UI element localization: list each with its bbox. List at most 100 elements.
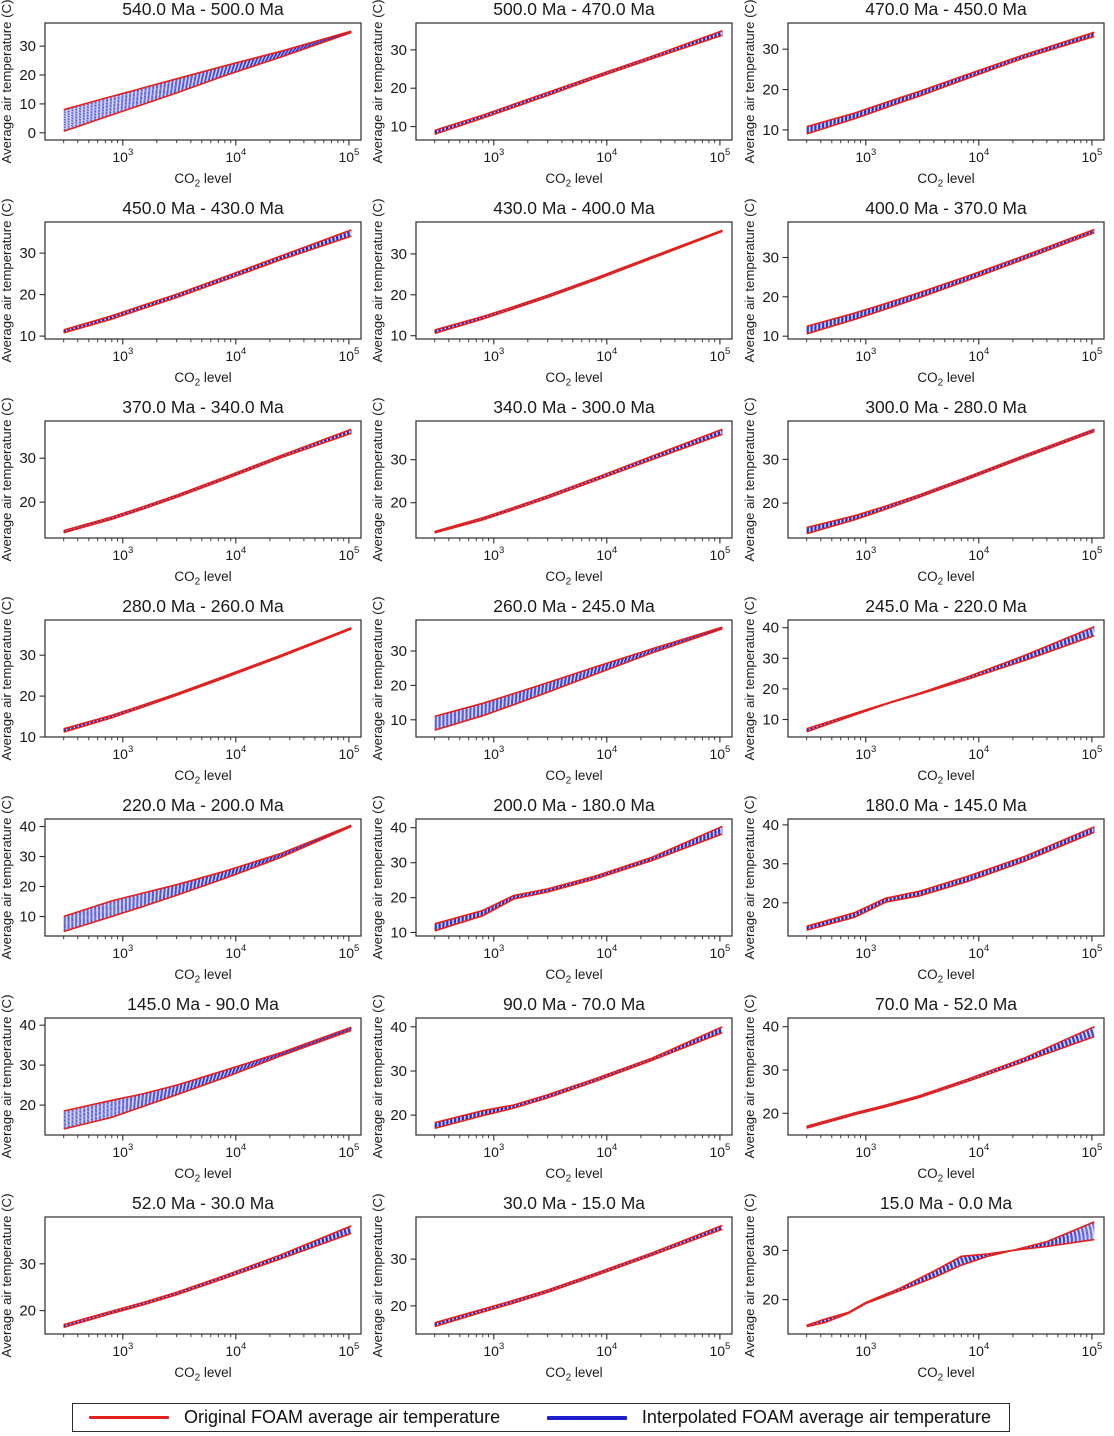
x-axis-label: CO2 level [174, 370, 231, 389]
subplot: 20 30 103 104 105 300.0 Ma - 280.0 Ma CO2 leve… [743, 398, 1114, 597]
original-line [434, 229, 723, 331]
y-axis-label: Average air temperature (C) [0, 0, 14, 163]
interpolated-line [63, 1027, 352, 1118]
original-line [63, 825, 352, 933]
original-line [63, 229, 352, 331]
x-tick-label: 104 [968, 346, 989, 364]
legend-label-interpolated: Interpolated FOAM average air temperatur… [641, 1407, 991, 1427]
x-axis-label: CO2 level [917, 569, 974, 588]
y-tick-label: 10 [19, 96, 36, 113]
y-tick-label: 20 [391, 495, 408, 512]
interpolated-line [806, 826, 1095, 928]
x-tick-label: 105 [710, 147, 731, 165]
original-line [434, 1026, 723, 1124]
y-axis-label: Average air temperature (C) [0, 398, 14, 561]
x-tick-label: 104 [597, 346, 618, 364]
subplot: 10 20 30 103 104 105 260.0 Ma - 245.0 Ma CO2 le… [371, 597, 742, 796]
interpolated-line [434, 1028, 723, 1126]
y-tick-label: 20 [762, 1105, 779, 1122]
axes-box [44, 22, 362, 141]
y-tick-label: 20 [762, 82, 779, 99]
x-tick-label: 104 [968, 943, 989, 961]
y-tick-label: 20 [19, 688, 36, 705]
original-line [806, 634, 1095, 733]
y-axis-label: Average air temperature (C) [743, 199, 757, 362]
subplot: 20 30 40 103 104 105 70.0 Ma - 52.0 Ma CO2 leve… [743, 995, 1114, 1194]
x-tick-label: 105 [338, 545, 359, 563]
x-tick-label: 103 [112, 147, 133, 165]
interpolated-line [63, 825, 352, 921]
x-tick-label: 103 [484, 1142, 505, 1160]
x-tick-label: 103 [855, 943, 876, 961]
subplot-canvas: 20 30 103 104 105 300.0 Ma - 280.0 Ma CO2 leve… [743, 398, 1105, 588]
x-tick-label: 104 [597, 744, 618, 762]
interpolated-line [806, 828, 1095, 929]
x-axis-label: CO2 level [174, 171, 231, 190]
original-line [434, 433, 723, 534]
axes-box [415, 1216, 733, 1335]
x-tick-label: 104 [225, 147, 246, 165]
x-tick-label: 103 [855, 744, 876, 762]
interpolated-line [434, 429, 723, 533]
y-tick-label: 30 [391, 246, 408, 263]
x-tick-label: 103 [484, 744, 505, 762]
subplot-canvas: 10 20 30 40 103 104 105 245.0 Ma - 220.0 Ma CO2 … [743, 597, 1105, 787]
original-line [434, 626, 723, 718]
y-tick-label: 30 [19, 38, 36, 55]
y-tick-label: 30 [762, 250, 779, 267]
subplot: 10 20 30 103 104 105 280.0 Ma - 260.0 Ma CO2 le… [0, 597, 371, 796]
x-tick-label: 103 [112, 744, 133, 762]
interpolated-line [434, 1029, 723, 1126]
interpolated-line [63, 31, 352, 119]
x-tick-label: 105 [1081, 744, 1102, 762]
original-line [63, 432, 352, 534]
y-tick-label: 20 [19, 1303, 36, 1320]
y-tick-label: 30 [391, 452, 408, 469]
y-axis-label: Average air temperature (C) [0, 796, 14, 959]
x-axis-label: CO2 level [917, 768, 974, 787]
subplot: 10 20 30 103 104 105 430.0 Ma - 400.0 Ma CO2 le… [371, 199, 742, 398]
subplot-canvas: 20 30 103 104 105 370.0 Ma - 340.0 Ma CO2 leve… [0, 398, 362, 588]
original-line [806, 231, 1095, 335]
x-axis-label: CO2 level [917, 171, 974, 190]
x-axis-label: CO2 level [174, 1166, 231, 1185]
interpolated-line [806, 229, 1095, 328]
original-line [434, 230, 723, 335]
plot-title: 540.0 Ma - 500.0 Ma [122, 0, 284, 19]
interpolated-line [63, 1026, 352, 1113]
plot-title: 300.0 Ma - 280.0 Ma [865, 398, 1027, 417]
x-axis-label: CO2 level [917, 1365, 974, 1384]
original-line [434, 1228, 723, 1328]
x-tick-label: 104 [968, 545, 989, 563]
x-tick-label: 103 [112, 545, 133, 563]
y-tick-label: 30 [762, 1062, 779, 1079]
interpolated-line [434, 230, 723, 332]
y-tick-label: 10 [391, 119, 408, 136]
original-line [806, 1025, 1095, 1128]
original-line [63, 1026, 352, 1112]
x-axis-label: CO2 level [546, 768, 603, 787]
x-tick-label: 104 [597, 545, 618, 563]
x-tick-label: 104 [597, 943, 618, 961]
original-line [63, 31, 352, 133]
y-tick-label: 30 [391, 1063, 408, 1080]
y-tick-label: 30 [19, 245, 36, 262]
x-tick-label: 103 [484, 147, 505, 165]
x-tick-label: 105 [338, 147, 359, 165]
legend-item-interpolated: Interpolated FOAM average air temperatur… [546, 1407, 991, 1428]
interpolated-line [434, 827, 723, 926]
interpolated-line [63, 627, 352, 731]
original-line [806, 826, 1095, 928]
y-axis-label: Average air temperature (C) [371, 0, 385, 163]
y-tick-label: 30 [19, 450, 36, 467]
y-tick-label: 20 [391, 677, 408, 694]
original-line [806, 35, 1095, 135]
y-tick-label: 10 [391, 328, 408, 345]
plot-title: 52.0 Ma - 30.0 Ma [132, 1194, 274, 1213]
x-tick-label: 103 [484, 545, 505, 563]
axes-box [787, 221, 1105, 340]
plot-title: 370.0 Ma - 340.0 Ma [122, 398, 284, 417]
subplot-canvas: 10 20 30 103 104 105 280.0 Ma - 260.0 Ma CO2 le… [0, 597, 362, 787]
y-axis-label: Average air temperature (C) [743, 597, 757, 760]
original-line [63, 30, 352, 111]
